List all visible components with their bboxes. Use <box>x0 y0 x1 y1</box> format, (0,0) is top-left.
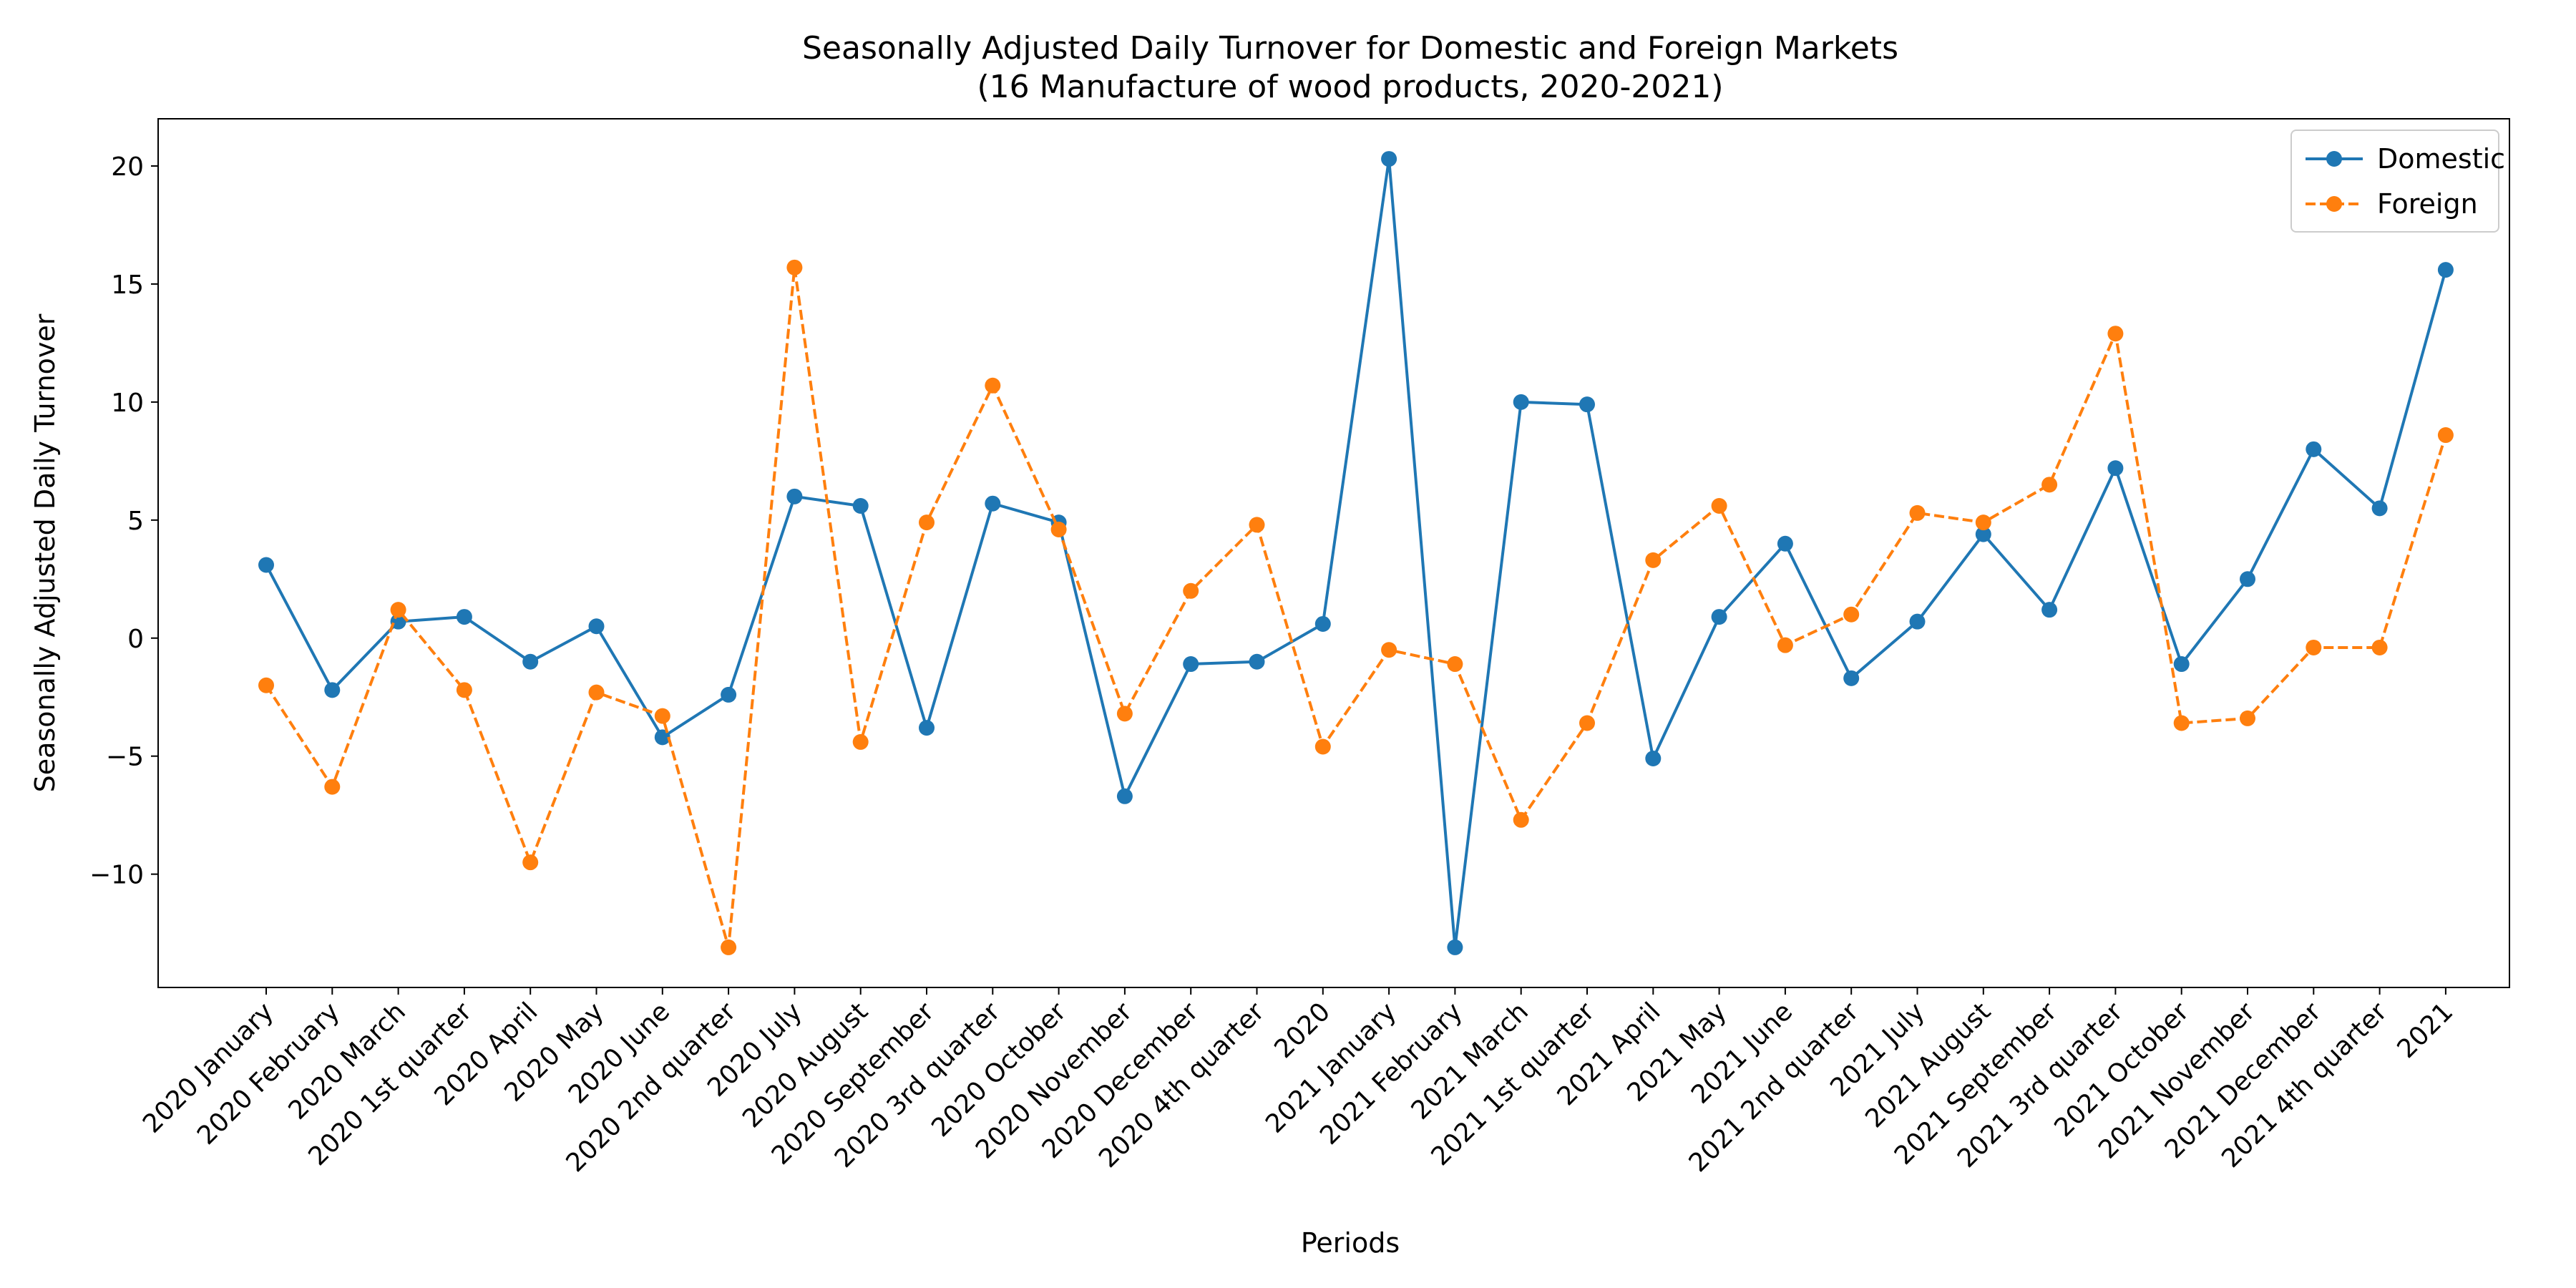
foreign-data-point <box>1645 552 1662 568</box>
domestic-data-point <box>985 495 1001 512</box>
foreign-data-point <box>588 684 605 701</box>
foreign-data-point <box>2371 639 2388 655</box>
domestic-data-point <box>1645 751 1662 767</box>
domestic-data-point <box>1381 151 1397 167</box>
domestic-data-point <box>654 729 670 746</box>
foreign-series-line <box>265 265 2447 949</box>
domestic-data-point <box>721 686 737 703</box>
foreign-data-point <box>2041 477 2058 493</box>
legend-foreign-marker <box>2326 196 2342 212</box>
domestic-data-point <box>2306 441 2322 457</box>
foreign-data-point <box>786 259 803 275</box>
y-tick-label: 20 <box>111 152 144 182</box>
foreign-data-point <box>456 682 472 698</box>
domestic-data-point <box>324 682 341 698</box>
domestic-data-point <box>522 653 539 670</box>
domestic-data-point <box>2041 602 2058 618</box>
y-tick-label: −10 <box>89 861 144 890</box>
domestic-data-point <box>1843 670 1860 686</box>
y-tick-label: −5 <box>106 743 144 772</box>
domestic-data-point <box>1249 653 1265 670</box>
y-axis: −10 −5 0 5 10 15 20 <box>89 152 158 890</box>
foreign-data-point <box>390 602 406 618</box>
domestic-data-point <box>786 488 803 504</box>
domestic-data-point <box>1777 535 1793 552</box>
foreign-data-point <box>522 854 539 871</box>
domestic-series-line <box>265 157 2447 949</box>
y-tick-label: 15 <box>111 270 144 300</box>
foreign-data-point <box>1249 517 1265 533</box>
plot-frame <box>157 118 2510 988</box>
legend-domestic-marker <box>2326 151 2342 167</box>
foreign-data-point <box>1381 642 1397 658</box>
foreign-data-point <box>1843 606 1860 623</box>
foreign-data-point <box>919 514 935 531</box>
foreign-data-point <box>1579 715 1595 731</box>
y-tick-label: 10 <box>111 389 144 418</box>
legend-foreign-label: Foreign <box>2377 188 2478 220</box>
foreign-data-point <box>1513 811 1529 828</box>
foreign-data-point <box>2173 715 2190 731</box>
domestic-data-point <box>1314 615 1331 632</box>
foreign-data-point <box>1050 522 1067 538</box>
foreign-data-point <box>2107 326 2124 342</box>
chart-subtitle: (16 Manufacture of wood products, 2020-2… <box>977 69 1723 105</box>
domestic-data-point <box>1183 656 1199 673</box>
foreign-data-point <box>324 779 341 795</box>
domestic-data-point <box>2107 460 2124 477</box>
foreign-data-point <box>2306 639 2322 655</box>
legend: Domestic Foreign <box>2290 130 2505 233</box>
y-tick-label: 0 <box>127 625 144 654</box>
foreign-data-point <box>1975 514 1991 531</box>
foreign-data-point <box>852 733 869 750</box>
foreign-data-point <box>1183 582 1199 599</box>
foreign-data-point <box>1909 504 1926 521</box>
domestic-data-point <box>2437 262 2454 278</box>
domestic-data-point <box>1579 396 1595 413</box>
foreign-data-point <box>1314 738 1331 755</box>
y-tick-label: 5 <box>127 507 144 536</box>
foreign-data-point <box>2437 427 2454 444</box>
chart-title: Seasonally Adjusted Daily Turnover for D… <box>802 30 1898 67</box>
domestic-data-point <box>588 618 605 635</box>
foreign-data-point <box>2240 710 2255 726</box>
foreign-data-point <box>721 939 737 955</box>
domestic-data-point <box>1116 788 1133 804</box>
domestic-data-point <box>1447 939 1463 955</box>
series-layer <box>258 151 2454 955</box>
domestic-data-point <box>2240 571 2255 587</box>
x-axis-label: Periods <box>1301 1227 1400 1259</box>
domestic-data-point <box>852 498 869 514</box>
foreign-data-point <box>1116 706 1133 722</box>
domestic-data-point <box>1909 613 1926 630</box>
foreign-data-point <box>1447 656 1463 673</box>
legend-domestic-label: Domestic <box>2377 143 2505 175</box>
domestic-data-point <box>2371 500 2388 517</box>
domestic-data-point <box>258 557 274 573</box>
domestic-data-point <box>919 720 935 736</box>
domestic-data-point <box>2173 656 2190 673</box>
foreign-data-point <box>654 708 670 724</box>
domestic-data-point <box>1513 394 1529 410</box>
foreign-data-point <box>258 677 274 693</box>
legend-box <box>2290 130 2499 233</box>
foreign-data-point <box>1777 637 1793 653</box>
y-axis-label: Seasonally Adjusted Daily Turnover <box>29 313 61 792</box>
domestic-data-point <box>1711 609 1727 625</box>
foreign-data-point <box>985 377 1001 394</box>
domestic-data-point <box>1975 526 1991 542</box>
foreign-data-point <box>1711 498 1727 514</box>
domestic-data-point <box>456 609 472 625</box>
